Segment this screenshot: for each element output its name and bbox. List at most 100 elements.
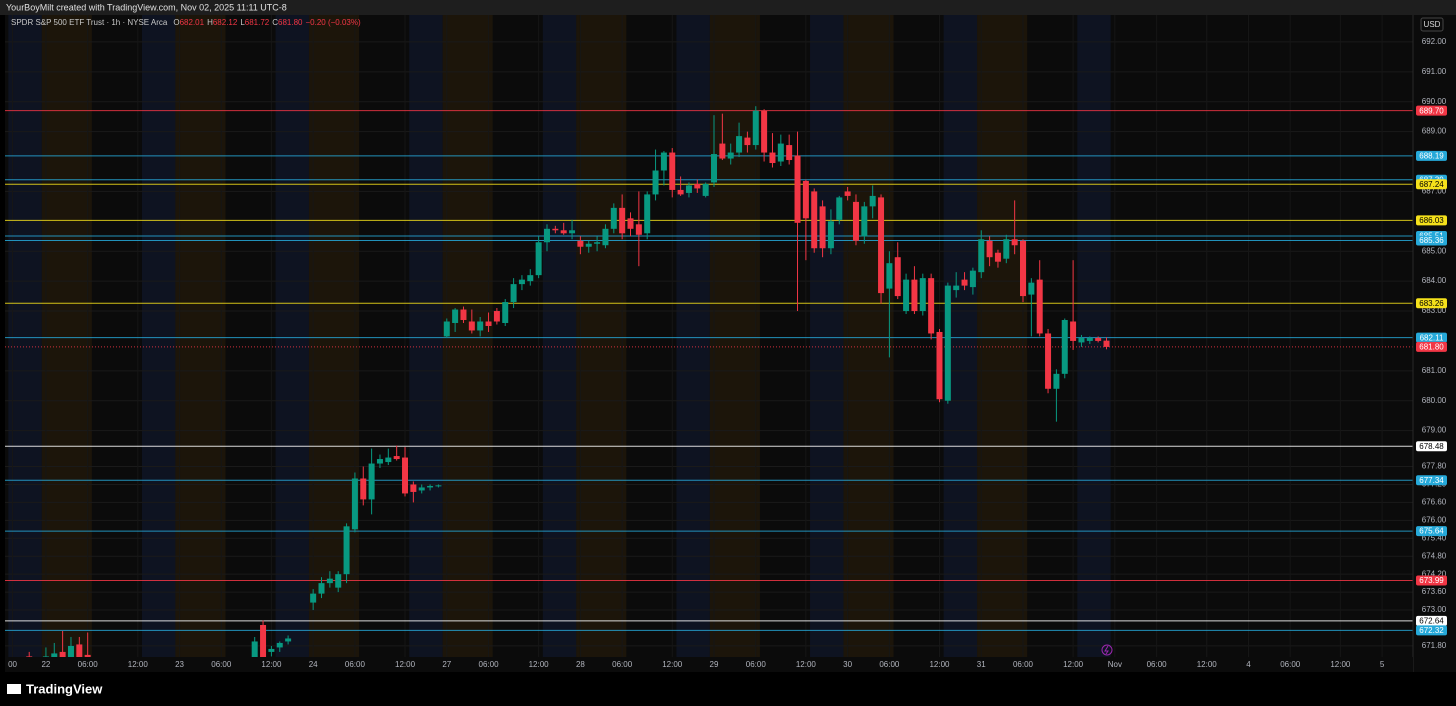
level-tag (1416, 615, 1447, 626)
level-tag (1416, 526, 1447, 537)
x-tick-label: 12:00 (261, 660, 282, 669)
candle-body (736, 136, 743, 153)
candle-body (518, 279, 525, 285)
candle-body (1045, 333, 1052, 389)
grid (5, 15, 1413, 657)
event-icon-bolt (1104, 645, 1109, 655)
candle-body (685, 185, 692, 193)
session-band (175, 15, 226, 657)
candle-body (894, 257, 901, 297)
event-icon[interactable] (1101, 644, 1113, 656)
y-tick-label: 691.00 (1422, 67, 1447, 76)
candle-body (67, 645, 74, 657)
level-label: 675.64 (1419, 527, 1444, 536)
session-band (977, 15, 1028, 657)
candle-body (1053, 373, 1060, 389)
premarket-band (810, 15, 844, 657)
y-tick-label: 687.00 (1422, 187, 1447, 196)
candle-body (1011, 239, 1018, 246)
level-label: 672.64 (1419, 616, 1444, 625)
levels (5, 110, 1413, 631)
level-tag (1416, 179, 1447, 190)
candle-body (953, 285, 960, 291)
candle-body (986, 240, 993, 258)
level-label: 687.24 (1419, 180, 1444, 189)
candle-body (1036, 279, 1043, 334)
level-tag (1416, 150, 1447, 161)
candle-body (510, 284, 517, 303)
y-tick-label: 675.40 (1422, 533, 1447, 542)
candle-body (677, 189, 684, 195)
x-tick-label: 06:00 (78, 660, 99, 669)
candle-body (335, 574, 342, 588)
y-tick-label: 673.60 (1422, 587, 1447, 596)
level-label: 688.19 (1419, 151, 1444, 160)
candle-body (844, 191, 851, 196)
session-bands (8, 15, 1111, 657)
candle-body (26, 656, 33, 657)
candle-body (769, 152, 776, 164)
candle-body (761, 110, 768, 153)
level-tag (1416, 625, 1447, 636)
y-tick-label: 677.80 (1422, 462, 1447, 471)
brand: TradingView (26, 681, 103, 696)
level-label: 678.48 (1419, 442, 1444, 451)
candle-body (811, 191, 818, 249)
legend-value: 682.12 (213, 18, 238, 27)
candle-body (443, 321, 450, 337)
candle-body (1086, 337, 1093, 341)
candle-body (919, 278, 926, 312)
legend-key: L (240, 18, 245, 27)
level-label: 686.03 (1419, 216, 1444, 225)
symbol: SPDR S&P 500 ETF Trust · 1h · NYSE Arca (11, 18, 168, 27)
x-tick-label: 12:00 (1197, 660, 1218, 669)
candle-body (402, 457, 409, 494)
candle-body (619, 207, 626, 234)
level-tag (1416, 215, 1447, 226)
candle-body (978, 239, 985, 273)
y-tick-label: 692.00 (1422, 37, 1447, 46)
x-tick-label: 06:00 (879, 660, 900, 669)
candle-body (577, 240, 584, 247)
x-tick-label: 06:00 (1147, 660, 1168, 669)
level-tag (1416, 298, 1447, 309)
y-tick-label: 676.60 (1422, 498, 1447, 507)
candle-body (886, 263, 893, 289)
level-label: 682.11 (1420, 333, 1444, 342)
candle-body (585, 243, 592, 247)
legend: SPDR S&P 500 ETF Trust · 1h · NYSE Arca O… (11, 18, 361, 27)
candle-body (861, 206, 868, 237)
session-band (442, 15, 493, 657)
x-tick-label: 4 (1246, 660, 1251, 669)
x-tick-label: 06:00 (345, 660, 366, 669)
candle-body (836, 197, 843, 220)
legend-value: 682.01 (180, 18, 205, 27)
y-tick-label: 689.00 (1422, 127, 1447, 136)
candle-body (1070, 321, 1077, 341)
currency-button[interactable] (1420, 17, 1444, 32)
legend-key: C (272, 18, 278, 27)
candle-body (502, 302, 509, 323)
y-tick-label: 680.00 (1422, 396, 1447, 405)
candle-body (994, 252, 1001, 262)
y-tick-label: 684.00 (1422, 276, 1447, 285)
candle-body (260, 625, 267, 657)
y-tick-label: 690.00 (1422, 97, 1447, 106)
session-band (576, 15, 627, 657)
candle-body (418, 487, 425, 491)
y-tick-label: 673.00 (1422, 605, 1447, 614)
top-bar (0, 0, 1456, 15)
legend-key: O (173, 18, 179, 27)
level-tag (1416, 575, 1447, 586)
level-tag (1416, 235, 1447, 246)
x-tick-label: 31 (977, 660, 986, 669)
premarket-band (141, 15, 176, 657)
level-label: 673.99 (1419, 576, 1444, 585)
candle-body (744, 137, 751, 146)
session-band (709, 15, 760, 657)
x-tick-label: 12:00 (1330, 660, 1351, 669)
premarket-band (409, 15, 443, 657)
candle-body (1003, 239, 1010, 259)
